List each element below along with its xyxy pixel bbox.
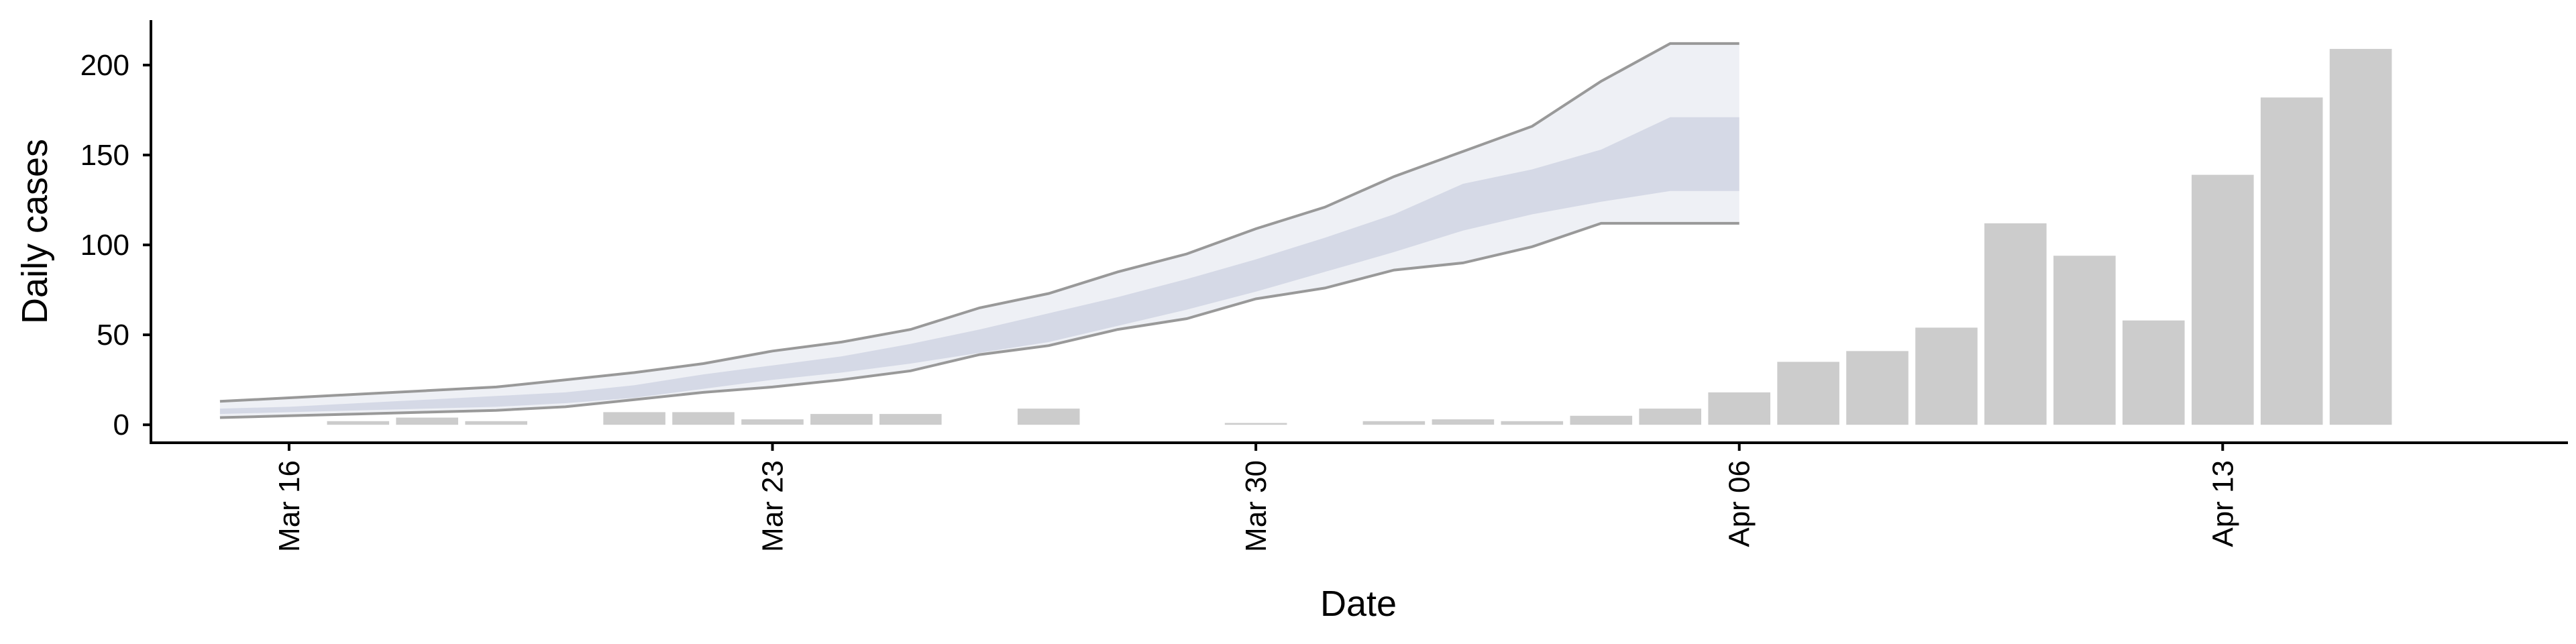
y-tick-label: 200 [80,49,129,82]
bar [1984,223,2047,425]
x-tick-label: Apr 06 [1723,460,1756,547]
x-axis-title: Date [1320,584,1397,624]
bar [672,412,735,425]
bars-layer [327,48,2392,425]
bar [396,417,458,425]
projection-lower-line [219,221,1739,419]
y-tick-label: 0 [113,409,129,441]
bar [2329,48,2392,425]
x-tick-label: Mar 30 [1240,460,1273,552]
bar [1224,423,1287,425]
y-ticks: 0 50 100 150 200 [80,49,151,441]
bar [1639,409,1701,425]
y-axis-title: Daily cases [15,139,55,324]
bar [879,414,942,425]
projection-upper-line [219,42,1739,403]
bar [2123,320,2185,425]
bar [327,421,390,425]
bar [1915,327,1978,425]
bar [1501,421,1564,425]
bar [741,419,804,425]
projection-outer-band [219,43,1739,418]
x-tick-label: Mar 23 [757,460,790,552]
bar [465,421,527,425]
x-ticks: Mar 16 Mar 23 Mar 30 Apr 06 Apr 13 [273,443,2239,552]
bar [1432,419,1495,425]
bar [2192,174,2254,425]
y-tick-label: 150 [80,139,129,172]
x-tick-label: Apr 13 [2206,460,2239,547]
bar [1846,351,1909,425]
bar [1708,392,1770,425]
bar [1362,421,1426,425]
bar [1017,409,1080,425]
x-tick-label: Mar 16 [273,460,306,552]
projection-layer [219,42,1739,419]
bar [2260,97,2323,425]
y-tick-label: 100 [80,229,129,262]
bar [810,414,873,425]
bar [603,412,665,425]
bar [2053,256,2116,425]
bar [1777,362,1839,425]
y-tick-label: 50 [97,319,129,352]
bar [1570,415,1633,425]
